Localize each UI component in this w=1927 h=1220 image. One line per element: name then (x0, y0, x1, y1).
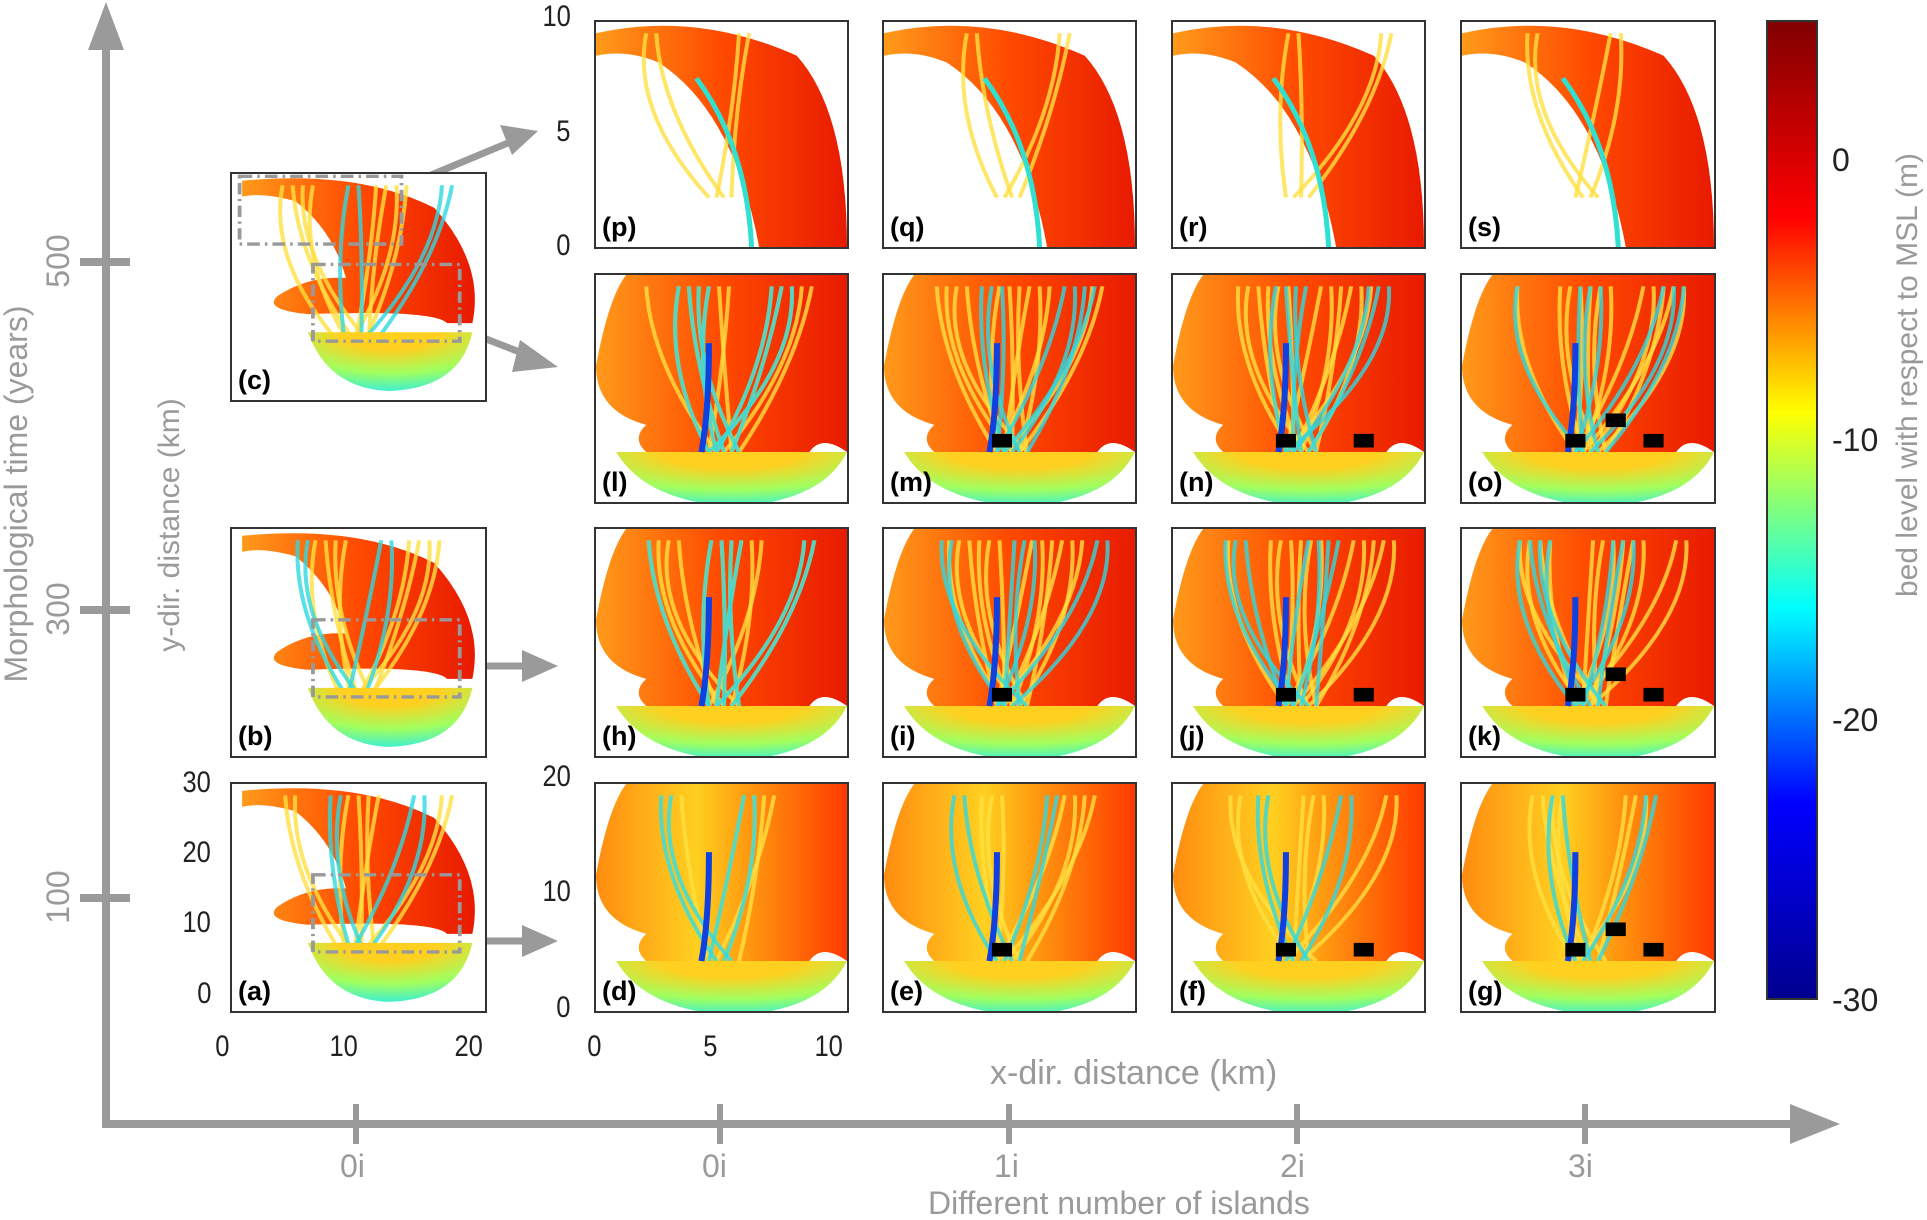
island-icon (1643, 433, 1664, 448)
panel-f: (f) (1171, 782, 1426, 1013)
bottom-row-y-tick: 10 (542, 875, 571, 908)
island-icon (1353, 687, 1374, 702)
panel-label: (c) (238, 365, 271, 395)
left-y-tick: 10 (182, 906, 211, 939)
bottom-row-y-tick: 0 (556, 991, 571, 1024)
panel-label: (j) (1179, 721, 1205, 751)
panel-h: (h) (594, 527, 849, 758)
panel-m: (m) (882, 273, 1137, 504)
panel-b: (b) (230, 527, 487, 758)
panel-o: (o) (1460, 273, 1716, 504)
panel-label: (h) (602, 721, 637, 751)
islands-tick-2i: 2i (1280, 1148, 1305, 1184)
bottom-row-y-tick: 20 (542, 760, 571, 793)
left-y-tick: 0 (197, 977, 212, 1010)
panel-label: (q) (890, 212, 925, 242)
colorbar-tick-neg10: -10 (1832, 422, 1879, 458)
colorbar (1766, 20, 1818, 1000)
panel-label: (f) (1179, 976, 1206, 1006)
island-icon (1565, 433, 1586, 448)
island-icon (1605, 413, 1626, 428)
island-icon (1643, 942, 1664, 957)
island-icon (991, 433, 1013, 448)
bottom-row-x-tick: 0 (587, 1030, 602, 1063)
islands-tick-1i: 1i (994, 1148, 1019, 1184)
panel-j: (j) (1171, 527, 1426, 758)
left-y-tick: 30 (182, 766, 211, 799)
island-icon (1565, 687, 1586, 702)
islands-tick-3i: 3i (1568, 1148, 1593, 1184)
y-axis-label: y-dir. distance (km) (153, 398, 186, 652)
left-x-tick: 10 (329, 1030, 358, 1063)
left-x-tick: 0 (215, 1030, 230, 1063)
top-row-y-tick: 5 (556, 115, 571, 148)
island-icon (1565, 942, 1586, 957)
time-axis-label: Morphological time (years) (0, 305, 34, 683)
panel-g: (g) (1460, 782, 1716, 1013)
colorbar-label: bed level with respect to MSL (m) (1891, 152, 1924, 598)
panel-i: (i) (882, 527, 1137, 758)
panel-label: (p) (602, 212, 637, 242)
panel-label: (i) (890, 721, 916, 751)
panel-label: (o) (1468, 467, 1503, 497)
island-icon (1353, 942, 1374, 957)
panel-d: (d) (594, 782, 849, 1013)
island-icon (1275, 433, 1296, 448)
top-row-y-tick: 0 (556, 229, 571, 262)
panel-label: (k) (1468, 721, 1501, 751)
island-icon (1605, 667, 1626, 682)
islands-tick-0i: 0i (702, 1148, 727, 1184)
panel-c: (c) (230, 172, 487, 402)
panel-label: (m) (890, 467, 932, 497)
time-tick-300: 300 (40, 582, 76, 636)
colorbar-tick-0: 0 (1832, 142, 1850, 178)
panel-label: (n) (1179, 467, 1214, 497)
panel-label: (g) (1468, 976, 1503, 1006)
panel-label: (b) (238, 721, 273, 751)
left-y-tick: 20 (182, 836, 211, 869)
island-icon (991, 942, 1013, 957)
panel-a: (a) (230, 782, 487, 1013)
islands-tick-0i-left: 0i (340, 1148, 365, 1184)
time-tick-100: 100 (40, 870, 76, 924)
panel-label: (d) (602, 976, 637, 1006)
island-icon (1275, 687, 1296, 702)
island-icon (991, 687, 1013, 702)
island-icon (1275, 942, 1296, 957)
panel-label: (s) (1468, 212, 1501, 242)
panel-label: (e) (890, 976, 923, 1006)
panel-l: (l) (594, 273, 849, 504)
x-axis-label: x-dir. distance (km) (990, 1054, 1278, 1092)
panel-s: (s) (1460, 20, 1716, 249)
bottom-row-x-tick: 5 (703, 1030, 718, 1063)
left-x-tick: 20 (454, 1030, 483, 1063)
time-tick-500: 500 (40, 234, 76, 288)
panel-label: (l) (602, 467, 628, 497)
panel-label: (a) (238, 976, 271, 1006)
panel-p: (p) (594, 20, 849, 249)
island-icon (1605, 922, 1626, 937)
panel-r: (r) (1171, 20, 1426, 249)
panel-label: (r) (1179, 212, 1208, 242)
panel-n: (n) (1171, 273, 1426, 504)
panel-e: (e) (882, 782, 1137, 1013)
island-icon (1353, 433, 1374, 448)
panel-k: (k) (1460, 527, 1716, 758)
top-row-y-tick: 10 (542, 0, 571, 33)
colorbar-tick-neg30: -30 (1832, 982, 1879, 1018)
island-icon (1643, 687, 1664, 702)
panel-q: (q) (882, 20, 1137, 249)
colorbar-tick-neg20: -20 (1832, 702, 1879, 738)
islands-axis-label: Different number of islands (928, 1185, 1310, 1220)
bottom-row-x-tick: 10 (814, 1030, 843, 1063)
